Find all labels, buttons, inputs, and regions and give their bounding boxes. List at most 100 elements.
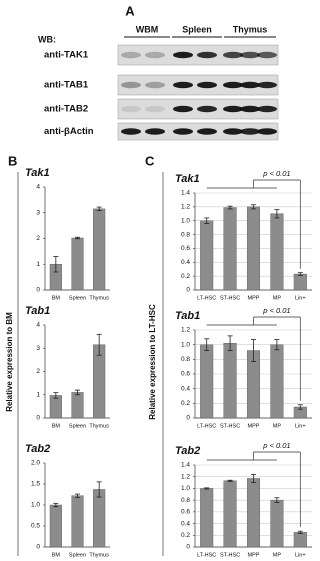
x-tick-label: LT-HSC [197, 552, 216, 558]
y-tick-label: 3 [36, 209, 40, 216]
y-tick-label: 0.4 [181, 520, 190, 527]
band [257, 81, 277, 89]
band [223, 81, 243, 89]
band [223, 51, 243, 59]
band [173, 128, 193, 135]
column-label: WBM [136, 24, 159, 34]
band [173, 51, 193, 59]
y-tick-label: 1.2 [181, 204, 190, 211]
y-tick-label: 0 [186, 287, 190, 294]
bar [270, 499, 284, 548]
x-tick-label: ST-HSC [220, 552, 240, 558]
y-tick-label: 4 [36, 322, 40, 329]
panel-label: C [145, 153, 155, 168]
y-tick-label: 0 [36, 415, 40, 422]
bar [200, 344, 214, 419]
x-tick-label: Spleen [69, 295, 86, 301]
bar [246, 478, 261, 548]
x-tick-label: Spleen [69, 423, 86, 429]
bar [71, 495, 84, 548]
row-label: anti-βActin [44, 126, 94, 137]
band [240, 105, 260, 113]
annotation: p < 0.01 [262, 306, 290, 315]
y-tick-label: 0.6 [181, 371, 190, 378]
y-tick-label: 1.2 [181, 327, 190, 334]
band [121, 81, 141, 89]
band [145, 51, 165, 59]
band [257, 128, 277, 135]
y-tick-label: 0 [36, 287, 40, 294]
x-tick-label: MP [273, 552, 282, 558]
band [257, 105, 277, 113]
band [223, 105, 243, 113]
y-tick-label: 0.4 [181, 259, 190, 266]
y-tick-label: 1.0 [31, 502, 40, 509]
y-tick-label: 1.4 [181, 190, 190, 197]
bar [223, 343, 237, 419]
annotation: p < 0.01 [262, 441, 290, 450]
row-label: anti-TAK1 [44, 50, 89, 61]
bar [223, 207, 237, 291]
bar [200, 220, 214, 291]
y-tick-label: 1.2 [181, 473, 190, 480]
band [197, 128, 217, 135]
y-tick-label: 1.0 [181, 341, 190, 348]
band [197, 81, 217, 89]
y-tick-label: 0.8 [181, 356, 190, 363]
y-tick-label: 3 [36, 345, 40, 352]
bar [246, 206, 261, 291]
y-tick-label: 0.2 [181, 400, 190, 407]
bar [71, 237, 84, 291]
band [240, 51, 260, 59]
chart-title: Tab2 [175, 445, 200, 457]
x-tick-label: BM [52, 295, 61, 301]
bar [93, 489, 106, 548]
bar [270, 213, 284, 291]
y-tick-label: 0 [186, 544, 190, 551]
y-tick-label: 0 [36, 544, 40, 551]
band [173, 105, 193, 113]
y-tick-label: 0.5 [31, 523, 40, 530]
x-tick-label: Lin+ [295, 552, 306, 558]
y-tick-label: 2 [36, 368, 40, 375]
band [257, 51, 277, 59]
band [121, 128, 141, 135]
y-tick-label: 4 [36, 184, 40, 191]
chart-title: Tab2 [25, 443, 50, 455]
annotation: p < 0.01 [262, 169, 290, 178]
x-tick-label: Spleen [69, 552, 86, 558]
bar [49, 504, 62, 548]
x-tick-label: MPP [248, 423, 260, 429]
y-axis-label: Relative expression to LT-HSC [148, 304, 157, 420]
band [240, 81, 260, 89]
y-tick-label: 1.5 [31, 481, 40, 488]
y-tick-label: 0.6 [181, 245, 190, 252]
band [197, 105, 217, 113]
chart-title: Tab1 [175, 310, 200, 322]
x-tick-label: Lin+ [295, 295, 306, 301]
x-tick-label: Thymus [89, 552, 109, 558]
band [173, 81, 193, 89]
y-tick-label: 1.0 [181, 217, 190, 224]
x-tick-label: MPP [248, 552, 260, 558]
band [223, 128, 243, 135]
band [145, 105, 165, 113]
y-tick-label: 0.2 [181, 273, 190, 280]
chart-title: Tab1 [25, 305, 50, 317]
chart-title: Tak1 [175, 173, 200, 185]
y-tick-label: 1.0 [181, 485, 190, 492]
column-label: Thymus [233, 24, 268, 34]
bar [93, 208, 106, 291]
x-tick-label: LT-HSC [197, 295, 216, 301]
y-axis-label: Relative expression to BM [5, 312, 14, 412]
bar [270, 344, 284, 419]
row-label: anti-TAB2 [44, 104, 88, 115]
band [121, 51, 141, 59]
panel-label: A [125, 3, 135, 18]
y-tick-label: 0 [186, 415, 190, 422]
bar [293, 532, 307, 548]
y-tick-label: 1.4 [181, 462, 190, 469]
bar [49, 395, 62, 419]
bar [223, 480, 237, 548]
